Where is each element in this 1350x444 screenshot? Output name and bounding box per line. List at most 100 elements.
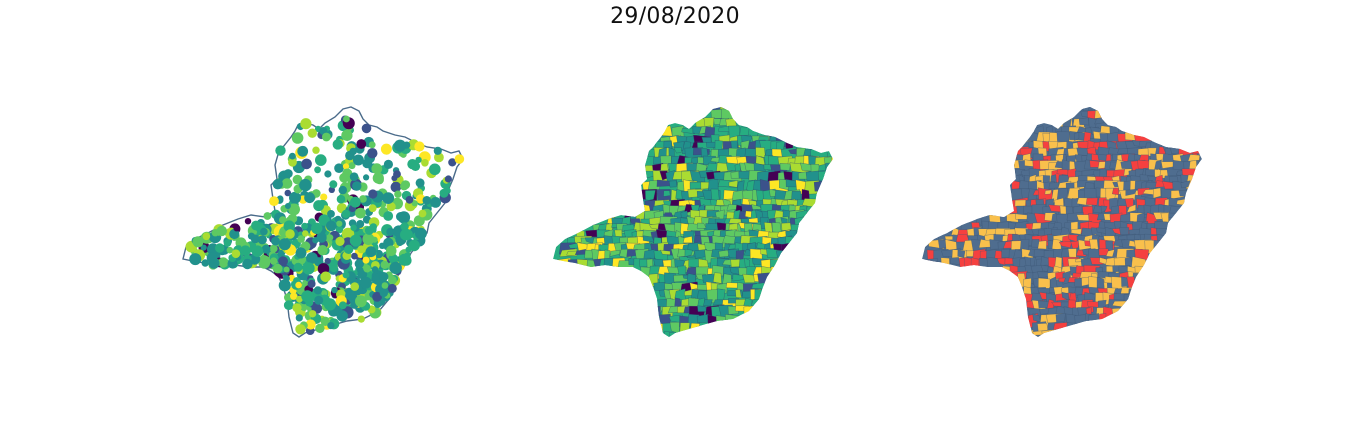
points-map bbox=[182, 106, 465, 338]
municipality-polygon bbox=[587, 126, 605, 138]
municipality-polygon bbox=[770, 259, 785, 273]
municipality-polygon bbox=[556, 331, 565, 337]
municipality-point bbox=[413, 215, 425, 227]
municipality-point bbox=[278, 238, 291, 251]
municipality-point bbox=[269, 196, 279, 207]
municipality-polygon bbox=[940, 334, 958, 337]
municipality-polygon bbox=[818, 170, 833, 181]
municipality-point bbox=[348, 162, 356, 170]
municipality-polygon bbox=[1188, 223, 1198, 230]
municipality-polygon bbox=[1138, 313, 1153, 323]
municipality-polygon bbox=[935, 132, 946, 146]
municipality-point bbox=[357, 315, 365, 323]
municipality-polygon bbox=[947, 270, 959, 279]
municipality-polygon bbox=[636, 297, 651, 310]
municipality-polygon bbox=[1066, 322, 1078, 331]
municipality-polygon bbox=[813, 180, 828, 192]
municipality-point bbox=[388, 253, 399, 264]
municipality-polygon bbox=[810, 209, 830, 220]
municipality-polygon bbox=[645, 190, 656, 201]
municipality-polygon bbox=[595, 283, 610, 294]
municipality-polygon bbox=[627, 162, 642, 171]
municipality-point bbox=[361, 123, 372, 134]
municipality-point bbox=[336, 220, 343, 227]
municipality-point bbox=[281, 178, 293, 189]
municipality-point bbox=[211, 229, 219, 237]
municipality-polygon bbox=[1048, 182, 1060, 189]
municipality-polygon bbox=[1200, 132, 1202, 141]
municipality-polygons bbox=[922, 107, 1202, 337]
municipality-point bbox=[411, 200, 418, 207]
municipality-polygon bbox=[1078, 117, 1090, 126]
municipality-point bbox=[336, 310, 348, 322]
municipality-point bbox=[430, 197, 441, 208]
municipality-point bbox=[363, 174, 370, 181]
municipality-polygon bbox=[1154, 159, 1162, 172]
municipality-point bbox=[269, 244, 278, 253]
municipality-point bbox=[439, 188, 449, 198]
municipality-polygon bbox=[637, 304, 656, 317]
municipality-polygon bbox=[1153, 187, 1161, 199]
municipality-polygon bbox=[1083, 187, 1099, 201]
municipality-point bbox=[371, 266, 379, 273]
municipality-point bbox=[350, 224, 357, 231]
municipality-polygon bbox=[1153, 240, 1167, 251]
municipality-polygon bbox=[924, 168, 945, 183]
municipality-point bbox=[324, 257, 331, 265]
municipality-point bbox=[292, 303, 302, 313]
municipality-polygon bbox=[663, 190, 671, 197]
municipality-polygon bbox=[607, 284, 617, 297]
municipality-point bbox=[293, 262, 303, 272]
municipality-polygon bbox=[735, 289, 742, 299]
municipality-point bbox=[189, 253, 202, 266]
municipality-point bbox=[284, 189, 292, 197]
municipality-point bbox=[215, 243, 225, 253]
municipality-polygon bbox=[1162, 277, 1176, 286]
municipality-polygon bbox=[930, 182, 937, 191]
municipality-polygon bbox=[609, 249, 621, 257]
municipality-point bbox=[352, 154, 364, 166]
municipality-polygon bbox=[556, 217, 564, 229]
municipality-polygon bbox=[740, 107, 756, 114]
municipality-polygon bbox=[553, 315, 565, 322]
municipality-polygon bbox=[784, 109, 793, 124]
municipality-point bbox=[291, 132, 304, 144]
municipality-point bbox=[354, 259, 364, 269]
municipality-point bbox=[320, 316, 330, 326]
municipality-point bbox=[400, 228, 412, 241]
municipality-point bbox=[393, 139, 407, 152]
municipality-polygon bbox=[1006, 335, 1021, 337]
municipality-polygon bbox=[996, 257, 1006, 266]
municipality-polygon bbox=[815, 109, 828, 124]
municipality-polygon bbox=[950, 257, 960, 265]
municipality-point bbox=[398, 253, 411, 266]
municipality-point bbox=[317, 245, 328, 256]
municipality-point bbox=[367, 148, 378, 159]
municipality-polygon bbox=[1183, 140, 1197, 151]
municipality-point bbox=[362, 158, 373, 169]
municipality-point bbox=[295, 324, 306, 335]
municipality-polygon bbox=[697, 305, 707, 312]
municipality-point bbox=[308, 310, 317, 318]
municipality-point bbox=[218, 257, 229, 268]
municipality-polygon bbox=[585, 321, 605, 332]
municipality-polygon bbox=[575, 135, 594, 145]
municipality-point bbox=[283, 275, 290, 282]
municipality-polygon bbox=[1186, 299, 1197, 314]
municipality-point bbox=[415, 227, 427, 240]
municipality-polygon bbox=[628, 148, 639, 156]
municipality-polygon bbox=[808, 127, 825, 139]
municipality-polygon bbox=[653, 236, 662, 244]
municipality-point bbox=[421, 159, 429, 167]
municipality-polygon bbox=[595, 155, 612, 165]
municipality-polygon bbox=[1020, 238, 1030, 250]
municipality-point bbox=[359, 276, 372, 289]
municipality-polygon bbox=[1169, 270, 1188, 283]
municipality-point bbox=[229, 228, 240, 240]
municipality-point bbox=[350, 282, 360, 291]
municipality-polygon bbox=[1006, 213, 1019, 223]
municipality-point bbox=[304, 192, 315, 204]
municipality-point bbox=[272, 263, 283, 274]
municipality-polygon bbox=[684, 248, 693, 258]
municipality-polygon bbox=[745, 108, 762, 122]
